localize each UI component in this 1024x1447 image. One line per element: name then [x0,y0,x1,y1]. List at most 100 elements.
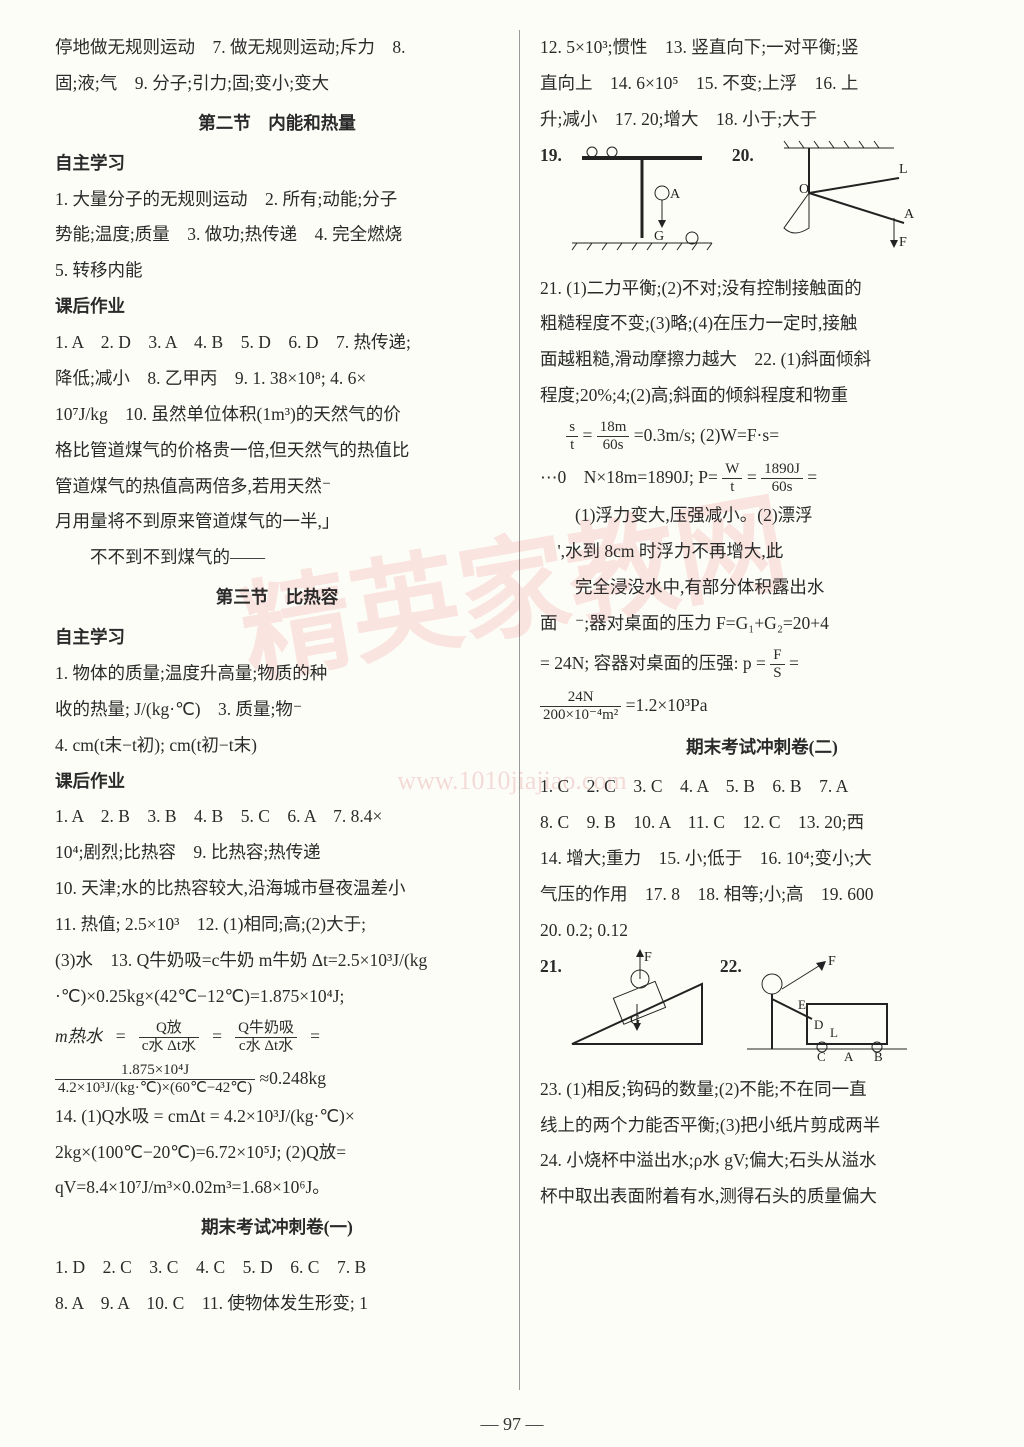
text-line: 降低;减小 8. 乙甲丙 9. 1. 38×10⁸; 4. 6× [55,361,499,397]
q22-label: 22. [720,949,742,985]
svg-text:A: A [670,187,681,202]
diagram-20: O L A F [754,138,914,271]
subsection-head: 自主学习 [55,620,499,656]
numerator: 24N [540,689,621,707]
numerator: F [770,647,784,665]
denominator: 200×10⁻⁴m² [540,707,621,724]
text-line: 14. (1)Q水吸 = cmΔt = 4.2×10³J/(kg·℃)× [55,1099,499,1135]
text-line: ',水到 8cm 时浮力不再增大,此 [540,534,984,570]
text-line: 程度;20%;4;(2)高;斜面的倾斜程度和物重 [540,378,984,414]
text-line: 势能;温度;质量 3. 做功;热传递 4. 完全燃烧 [55,217,499,253]
fraction: F S [770,647,784,683]
svg-text:C: C [817,1049,826,1064]
text-line: 10⁴;剧烈;比热容 9. 比热容;热传递 [55,835,499,871]
text-line: 2kg×(100℃−20℃)=6.72×10⁵J; (2)Q放= [55,1135,499,1171]
text-line: 8. C 9. B 10. A 11. C 12. C 13. 20;西 [540,805,984,841]
fraction: W t [722,461,742,497]
column-divider [519,30,520,1390]
text-span: = 24N; 容器对桌面的压强: p = [540,653,766,673]
eq-head: ⋯0 N×18m=1890J; P= [540,467,718,487]
section-title: 第三节 比热容 [55,580,499,616]
denominator: 60s [761,479,803,496]
var-m: m热水 [55,1026,103,1046]
equation-line: ⋯0 N×18m=1890J; P= W t = 1890J 60s = [540,456,984,498]
numerator: Q牛奶吸 [235,1020,297,1038]
two-column-layout: 停地做无规则运动 7. 做无规则运动;斥力 8. 固;液;气 9. 分子;引力;… [55,30,984,1390]
svg-text:E: E [798,997,806,1012]
text-line: 完全浸没水中,有部分体积露出水 [540,570,984,606]
equation-line: s t = 18m 60s =0.3m/s; (2)W=F·s= [540,414,984,456]
section-title: 第二节 内能和热量 [55,106,499,142]
denominator: c水 Δt水 [235,1038,297,1055]
svg-text:A: A [904,207,915,222]
section-title: 期末考试冲刺卷(一) [55,1210,499,1246]
q19-label: 19. [540,138,562,174]
svg-text:G: G [654,229,664,244]
svg-text:A: A [844,1049,854,1064]
text-line: 1. D 2. C 3. C 4. C 5. D 6. C 7. B [55,1250,499,1286]
svg-text:L: L [899,162,908,177]
denominator: t [722,479,742,496]
text-line: 21. (1)二力平衡;(2)不对;没有控制接触面的 [540,271,984,307]
diagram-22b: F E D L C A B [742,949,912,1072]
equals: = [212,1026,222,1046]
result: =1.2×10³Pa [626,695,708,715]
svg-text:F: F [899,235,907,250]
text-line: qV=8.4×10⁷J/m³×0.02m³=1.68×10⁶J。 [55,1170,499,1206]
text-line: 4. cm(t末−t初); cm(t初−t末) [55,728,499,764]
text-line: 10⁷J/kg 10. 虽然单位体积(1m³)的天然气的价 [55,397,499,433]
text-line: 粗糙程度不变;(3)略;(4)在压力一定时,接触 [540,306,984,342]
fraction: Q牛奶吸 c水 Δt水 [235,1020,297,1056]
subsection-head: 自主学习 [55,146,499,182]
page-number: — 97 — [0,1414,1024,1435]
eq-tail: = [807,467,817,487]
text-line: 升;减小 17. 20;增大 18. 小于;大于 [540,102,984,138]
text-line: 10. 天津;水的比热容较大,沿海城市昼夜温差小 [55,871,499,907]
denominator: t [566,437,578,454]
svg-text:L: L [830,1025,838,1040]
text-line: 5. 转移内能 [55,253,499,289]
text-line: 停地做无规则运动 7. 做无规则运动;斥力 8. [55,30,499,66]
text-line: 线上的两个力能否平衡;(3)把小纸片剪成两半 [540,1108,984,1144]
equation-line: = 24N; 容器对桌面的压强: p = F S = [540,642,984,684]
text-line: (3)水 13. Q牛奶吸=c牛奶 m牛奶 Δt=2.5×10³J/(kg [55,943,499,979]
text-line: 杯中取出表面附着有水,测得石头的质量偏大 [540,1179,984,1215]
numerator: 18m [597,419,630,437]
fraction: 24N 200×10⁻⁴m² [540,689,621,725]
denominator: 4.2×10³J/(kg·℃)×(60℃−42℃) [55,1080,255,1097]
denominator: 60s [597,437,630,454]
text-line: 面越粗糙,滑动摩擦力越大 22. (1)斜面倾斜 [540,342,984,378]
diagram-row: 21. F G 22. [540,949,984,1072]
text-line: 8. A 9. A 10. C 11. 使物体发生形变; 1 [55,1286,499,1322]
text-line: 不不到不到煤气的—— [55,540,499,576]
numerator: 1.875×10⁴J [55,1062,255,1080]
svg-text:B: B [874,1049,883,1064]
text-line: 1. 物体的质量;温度升高量;物质的种 [55,656,499,692]
text-line: 20. 0.2; 0.12 [540,913,984,949]
text-line: 面 ⁻;器对桌面的压力 F=G₁+G₂=20+4 [540,606,984,642]
text-line: 23. (1)相反;钩码的数量;(2)不能;不在同一直 [540,1072,984,1108]
approx-result: ≈0.248kg [260,1068,326,1088]
diagram-19: A G [562,138,722,271]
text-line: 固;液;气 9. 分子;引力;固;变小;变大 [55,66,499,102]
q20-label: 20. [732,138,754,174]
text-line: 11. 热值; 2.5×10³ 12. (1)相同;高;(2)大于; [55,907,499,943]
subsection-head: 课后作业 [55,764,499,800]
text-line: 月用量将不到原来管道煤气的一半,」 [55,504,499,540]
numerator: 1890J [761,461,803,479]
text-line: (1)浮力变大,压强减小。(2)漂浮 [540,498,984,534]
right-column: 12. 5×10³;惯性 13. 竖直向下;一对平衡;竖 直向上 14. 6×1… [540,30,984,1390]
denominator: c水 Δt水 [139,1038,199,1055]
equals: = [310,1026,320,1046]
text-line: 收的热量; J/(kg·℃) 3. 质量;物⁻ [55,692,499,728]
equation-line: 1.875×10⁴J 4.2×10³J/(kg·℃)×(60℃−42℃) ≈0.… [55,1057,499,1099]
text-line: 12. 5×10³;惯性 13. 竖直向下;一对平衡;竖 [540,30,984,66]
page-number-value: 97 [503,1414,521,1434]
page: 精英家教网 www.1010jiajiao.com 停地做无规则运动 7. 做无… [0,0,1024,1447]
text-line: 1. A 2. D 3. A 4. B 5. D 6. D 7. 热传递; [55,325,499,361]
text-line: 1. 大量分子的无规则运动 2. 所有;动能;分子 [55,182,499,218]
svg-text:F: F [828,954,836,969]
q21-label: 21. [540,949,562,985]
equals: = [116,1026,126,1046]
equation-line: m热水 = Q放 c水 Δt水 = Q牛奶吸 c水 Δt水 = [55,1015,499,1057]
